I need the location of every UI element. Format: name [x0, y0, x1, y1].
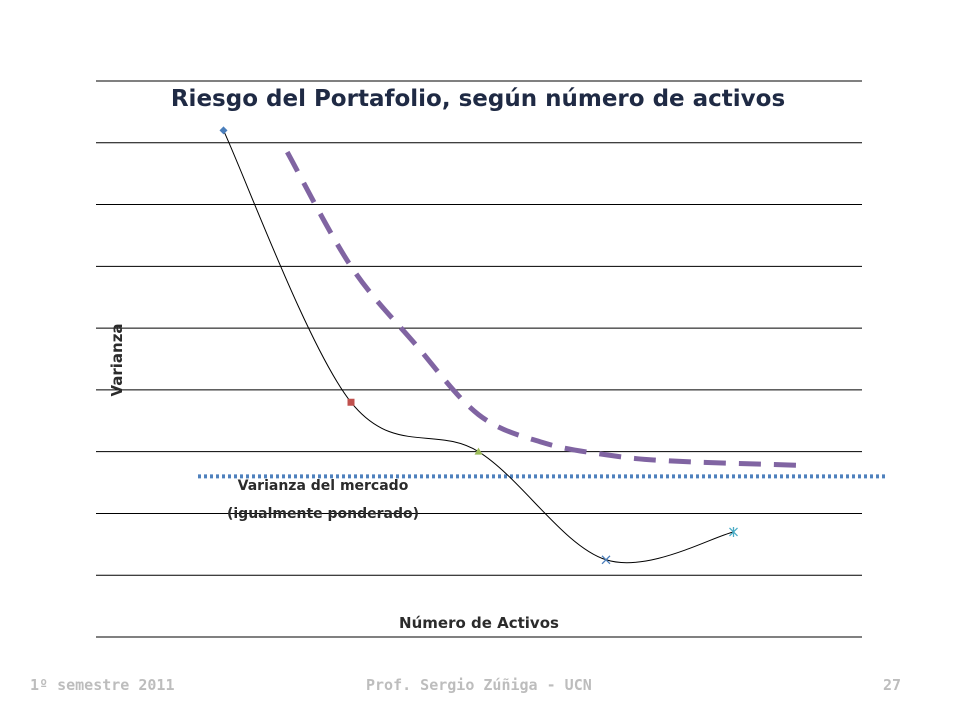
data-point-1 — [219, 126, 228, 135]
data-point-5 — [729, 526, 738, 537]
footer-semester: 1º semestre 2011 — [30, 676, 175, 694]
data-markers — [219, 126, 738, 565]
portfolio-variance-line — [223, 130, 734, 564]
portfolio-risk-chart: Riesgo del Portafolio, según número de a… — [96, 80, 887, 638]
footer-author: Prof. Sergio Zúñiga - UCN — [366, 676, 592, 694]
page-number: 27 — [883, 676, 902, 694]
gridlines — [96, 80, 862, 638]
chart-title: Riesgo del Portafolio, según número de a… — [171, 86, 785, 112]
x-axis-label: Número de Activos — [399, 614, 559, 632]
y-axis-label: Varianza — [108, 323, 126, 396]
data-point-3 — [474, 447, 483, 455]
data-point-2 — [347, 398, 355, 406]
market-variance-sublabel: (igualmente ponderado) — [227, 506, 419, 522]
market-variance-label: Varianza del mercado — [238, 478, 409, 494]
dashed-trend-curve — [285, 150, 798, 468]
data-point-4 — [601, 555, 611, 565]
